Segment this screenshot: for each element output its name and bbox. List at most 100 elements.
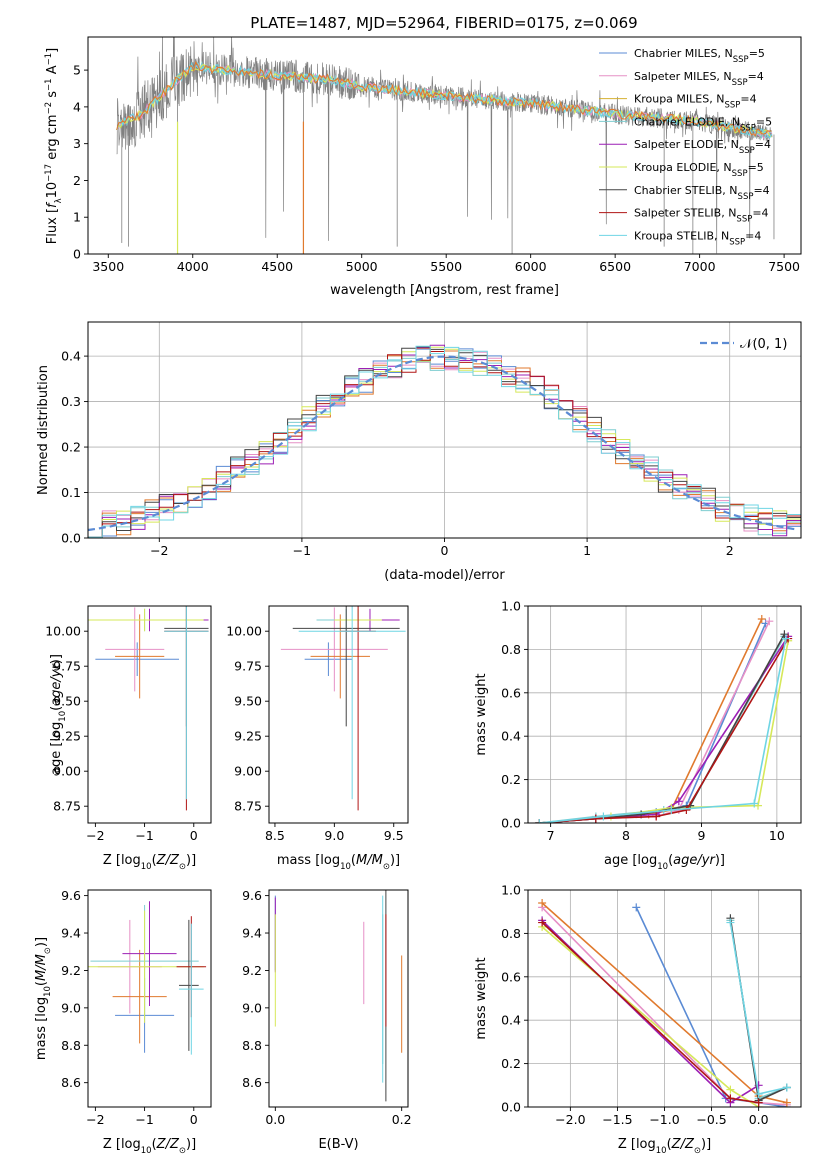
- y-tick-label: 4: [73, 99, 81, 114]
- x-tick-label: −1: [293, 543, 311, 558]
- x-tick-label: 0.0: [265, 1112, 285, 1127]
- legend-entry: Kroupa ELODIE, NSSP=5: [634, 161, 764, 179]
- weight-marker: [538, 918, 547, 927]
- x-tick-label: −2: [150, 543, 168, 558]
- x-tick-label: 10: [769, 828, 785, 843]
- weight-series-line: [539, 638, 787, 823]
- y-axis-label: mass weight: [474, 673, 489, 755]
- x-tick-label: 7000: [684, 259, 716, 274]
- y-tick-label: 9.00: [53, 764, 81, 779]
- x-axis-label: mass [log10(M/M⊙)]: [277, 853, 400, 872]
- weight-series-line: [539, 623, 767, 823]
- x-tick-label: 4000: [177, 259, 209, 274]
- x-axis-label: Z [log10(Z/Z⊙)]: [103, 853, 196, 872]
- mass-weight-vs-age-panel: 7 8 9 10 0.0 0.2 0.4 0.6 0.8 1.0 age [log10(age/yr…: [474, 599, 802, 872]
- weight-marker: [652, 812, 661, 821]
- y-axis-label: mass [log10(M/M⊙)]: [34, 937, 53, 1060]
- axes-frame: [527, 605, 802, 824]
- legend-entry: Chabrier MILES, NSSP=5: [634, 47, 765, 65]
- y-tick-label: 8.75: [234, 799, 262, 814]
- plot-area: [116, 37, 775, 254]
- age-vs-metallicity-panel: −2 −1 0 8.75 9.00 9.25 9.50 9.75 10.00 Z [log10(Z…: [45, 605, 212, 872]
- x-tick-label: 6500: [599, 259, 631, 274]
- y-tick-label: 8.6: [242, 1075, 262, 1090]
- weight-marker: [682, 805, 691, 814]
- y-tick-label: 1: [73, 210, 81, 225]
- y-tick-label: 0.1: [61, 485, 81, 500]
- y-tick-label: 9.4: [61, 926, 81, 941]
- y-tick-label: 9.6: [242, 888, 262, 903]
- x-tick-label: 0.2: [392, 1112, 412, 1127]
- x-tick-label: 0: [190, 1112, 198, 1127]
- x-axis-label: (data-model)/error: [384, 568, 505, 583]
- weight-marker: [782, 1098, 791, 1107]
- y-tick-label: 9.75: [53, 659, 81, 674]
- y-tick-label: 2: [73, 173, 81, 188]
- x-tick-label: −2: [86, 1112, 104, 1127]
- x-axis-label: E(B-V): [318, 1137, 358, 1152]
- y-axis-label: mass weight: [474, 957, 489, 1039]
- weight-marker: [780, 630, 789, 639]
- weight-marker: [750, 799, 759, 808]
- plot-area: [280, 606, 406, 811]
- weight-marker: [535, 819, 544, 823]
- x-tick-label: 2: [726, 543, 734, 558]
- y-tick-label: 9.4: [242, 926, 262, 941]
- y-tick-label: 9.2: [61, 963, 81, 978]
- y-tick-label: 9.0: [61, 1000, 81, 1015]
- x-tick-label: 0: [190, 828, 198, 843]
- x-axis-label: Z [log10(Z/Z⊙)]: [618, 1137, 711, 1156]
- weight-marker: [538, 899, 547, 908]
- x-tick-label: 5000: [346, 259, 378, 274]
- y-tick-label: 0.4: [61, 349, 81, 364]
- legend-entry: 𝒩(0, 1): [740, 337, 787, 352]
- legend-entry: Kroupa MILES, NSSP=4: [634, 93, 757, 111]
- weight-series-line: [541, 919, 760, 1104]
- weight-series-line: [539, 635, 789, 823]
- weight-series-line: [539, 640, 789, 823]
- y-tick-label: 9.25: [53, 729, 81, 744]
- plot-area: [535, 615, 793, 823]
- y-tick-label: 0.8: [501, 642, 521, 657]
- plot-area: [88, 344, 801, 538]
- weight-marker: [781, 634, 790, 643]
- axes-frame: [87, 36, 802, 255]
- y-tick-label: 9.2: [242, 963, 262, 978]
- y-tick-label: 0.0: [501, 816, 521, 831]
- x-tick-label: 0: [441, 543, 449, 558]
- axes-frame: [268, 605, 409, 824]
- age-vs-mass-panel: 8.5 9.0 9.5 8.75 9.00 9.25 9.50 9.75 10.00 mass […: [226, 605, 409, 872]
- y-tick-label: 9.50: [53, 694, 81, 709]
- weight-series-line: [541, 921, 759, 1104]
- x-tick-label: −1: [135, 828, 153, 843]
- plot-area: [88, 606, 209, 811]
- x-tick-label: 9.0: [324, 828, 344, 843]
- weight-marker: [754, 801, 763, 810]
- weight-marker: [782, 1083, 791, 1092]
- weight-marker: [757, 615, 766, 624]
- y-tick-label: 9.6: [61, 888, 81, 903]
- y-axis-label: age [log10(age/yr)]: [49, 654, 68, 775]
- x-tick-label: −1: [135, 1112, 153, 1127]
- y-tick-label: 0.0: [501, 1100, 521, 1115]
- weight-series-line: [539, 638, 789, 823]
- x-tick-label: 0.0: [749, 1112, 769, 1127]
- x-axis-label: Z [log10(Z/Z⊙)]: [103, 1137, 196, 1156]
- mass-vs-metallicity-panel: −2 −1 0 8.6 8.8 9.0 9.2 9.4 9.6 Z [log10(Z/Z⊙)] ma…: [34, 888, 212, 1156]
- y-tick-label: 0.6: [501, 969, 521, 984]
- x-tick-label: −1.5: [602, 1112, 632, 1127]
- y-tick-label: 0.8: [501, 926, 521, 941]
- y-tick-label: 5: [73, 63, 81, 78]
- x-tick-label: 5500: [430, 259, 462, 274]
- y-tick-label: 0.4: [501, 729, 521, 744]
- mass-vs-ebv-panel: 0.0 0.2 8.6 8.8 9.0 9.2 9.4 9.6 E(B-V): [242, 888, 412, 1152]
- legend-entry: Salpeter MILES, NSSP=4: [634, 70, 764, 88]
- legend-entry: Salpeter STELIB, NSSP=4: [634, 207, 769, 225]
- y-tick-label: 8.75: [53, 799, 81, 814]
- x-tick-label: 8: [622, 828, 630, 843]
- x-tick-label: 7500: [768, 259, 800, 274]
- y-tick-label: 10.00: [45, 624, 81, 639]
- figure-title: PLATE=1487, MJD=52964, FIBERID=0175, z=0…: [250, 14, 637, 32]
- y-tick-label: 9.50: [234, 694, 262, 709]
